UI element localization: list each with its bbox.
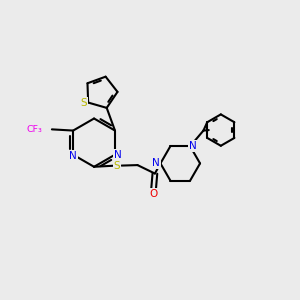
Text: N: N [152, 158, 160, 168]
Text: N: N [189, 141, 196, 151]
Text: S: S [114, 160, 121, 171]
Text: N: N [114, 150, 122, 160]
Text: S: S [80, 98, 87, 108]
Text: O: O [149, 189, 158, 199]
Text: N: N [69, 151, 77, 161]
Text: CF₃: CF₃ [27, 125, 43, 134]
